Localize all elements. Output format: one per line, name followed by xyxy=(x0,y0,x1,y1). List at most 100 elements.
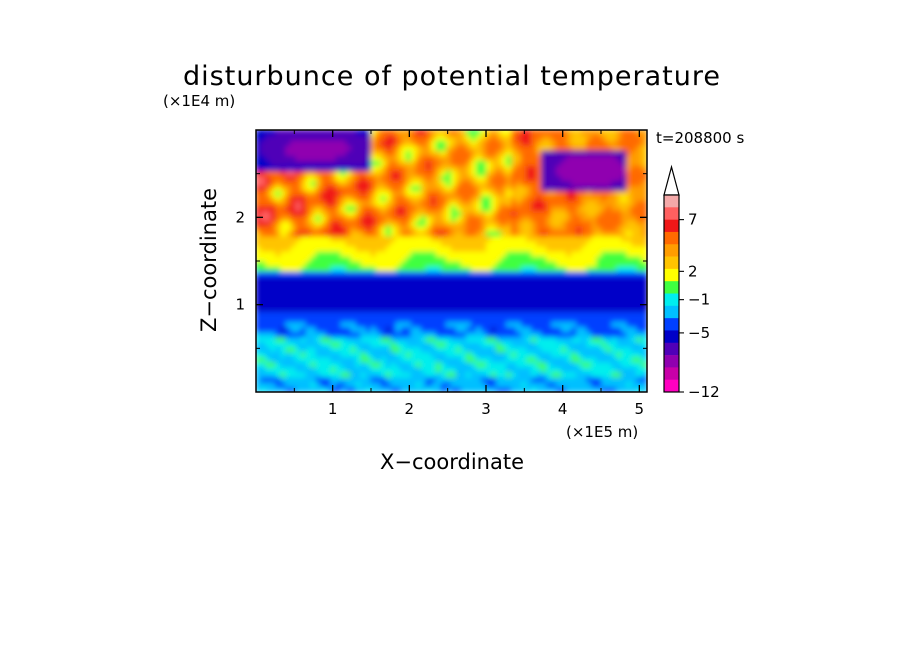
field-cell xyxy=(591,139,598,146)
field-cell xyxy=(606,315,613,323)
field-cell xyxy=(491,204,498,212)
field-cell xyxy=(641,139,647,146)
field-cell xyxy=(415,134,423,141)
field-cell xyxy=(345,285,352,292)
field-cell xyxy=(516,381,523,388)
field-cell xyxy=(315,285,322,292)
field-cell xyxy=(641,204,647,212)
field-cell xyxy=(566,230,573,237)
field-cell xyxy=(420,225,428,232)
field-cell xyxy=(566,265,573,272)
field-cell xyxy=(300,210,307,217)
field-cell xyxy=(596,139,603,146)
field-cell xyxy=(370,305,377,312)
field-cell xyxy=(280,346,287,353)
field-cell xyxy=(561,295,568,302)
field-cell xyxy=(626,346,633,353)
field-cell xyxy=(270,361,277,368)
field-cell xyxy=(440,356,448,363)
field-cell xyxy=(285,320,292,328)
field-cell xyxy=(305,275,312,282)
field-cell xyxy=(425,130,433,136)
field-cell xyxy=(450,310,458,318)
field-cell xyxy=(350,215,357,222)
field-cell xyxy=(516,169,523,176)
field-cell xyxy=(415,315,423,323)
field-cell xyxy=(410,250,418,257)
field-cell xyxy=(611,330,618,338)
field-cell xyxy=(596,310,603,318)
field-cell xyxy=(305,376,312,383)
field-cell xyxy=(260,305,267,312)
field-cell xyxy=(445,315,453,323)
field-cell xyxy=(596,361,603,368)
field-cell xyxy=(516,159,523,166)
field-cell xyxy=(290,386,297,392)
field-cell xyxy=(475,144,483,151)
field-cell xyxy=(425,280,433,287)
field-cell xyxy=(601,179,608,187)
field-cell xyxy=(636,159,643,166)
field-cell xyxy=(295,376,302,383)
field-cell xyxy=(440,139,448,146)
field-cell xyxy=(460,361,468,368)
colorbar-frame xyxy=(663,194,680,393)
field-cell xyxy=(420,356,428,363)
field-cell xyxy=(280,130,287,136)
field-cell xyxy=(641,210,647,217)
field-cell xyxy=(350,255,357,262)
field-cell xyxy=(450,250,458,257)
field-cell xyxy=(506,275,513,282)
field-cell xyxy=(365,139,372,146)
field-cell xyxy=(596,149,603,156)
field-cell xyxy=(305,265,312,272)
field-cell xyxy=(395,220,402,227)
field-cell xyxy=(350,139,357,146)
field-cell xyxy=(511,346,518,353)
field-cell xyxy=(501,275,508,282)
field-cell xyxy=(410,381,418,388)
field-cell xyxy=(465,285,473,292)
field-cell xyxy=(556,315,563,323)
field-cell xyxy=(581,204,588,212)
field-cell xyxy=(465,280,473,287)
field-cell xyxy=(556,225,563,232)
field-cell xyxy=(626,250,633,257)
field-cell xyxy=(561,215,568,222)
field-cell xyxy=(300,240,307,247)
field-cell xyxy=(420,300,428,307)
field-cell xyxy=(370,381,377,388)
field-cell xyxy=(365,204,372,212)
field-cell xyxy=(370,290,377,297)
field-cell xyxy=(536,280,543,287)
field-cell xyxy=(360,376,367,383)
field-cell xyxy=(265,255,272,262)
field-cell xyxy=(480,184,488,192)
field-cell xyxy=(546,189,553,197)
field-cell xyxy=(365,310,372,318)
field-cell xyxy=(390,280,397,287)
field-cell xyxy=(270,351,277,358)
field-cell xyxy=(265,154,272,161)
field-cell xyxy=(581,295,588,302)
field-cell xyxy=(400,346,407,353)
field-cell xyxy=(380,315,387,323)
field-cell xyxy=(320,325,327,333)
field-cell xyxy=(295,134,302,141)
field-cell xyxy=(375,346,382,353)
field-cell xyxy=(365,381,372,388)
field-cell xyxy=(350,320,357,328)
field-cell xyxy=(450,260,458,267)
field-cell xyxy=(375,164,382,171)
field-cell xyxy=(430,194,438,202)
field-cell xyxy=(320,199,327,207)
field-cell xyxy=(566,366,573,373)
field-cell xyxy=(475,346,483,353)
field-cell xyxy=(290,341,297,348)
field-cell xyxy=(290,174,297,181)
field-cell xyxy=(305,230,312,237)
field-cell xyxy=(526,245,533,252)
field-cell xyxy=(616,325,623,333)
field-cell xyxy=(531,300,538,307)
field-cell xyxy=(270,245,277,252)
